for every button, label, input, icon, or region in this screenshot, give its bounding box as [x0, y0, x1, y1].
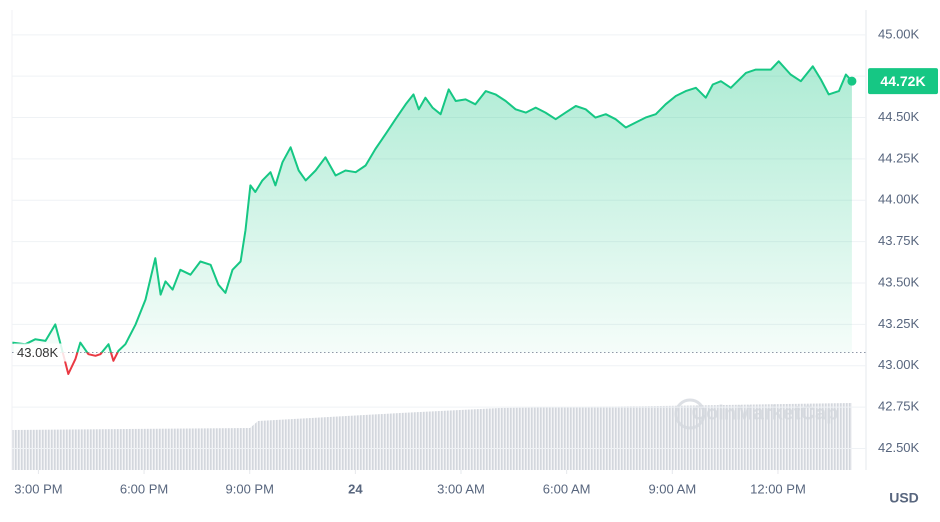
x-tick-label: 24	[348, 481, 363, 496]
baseline-label-bg	[14, 343, 66, 362]
price-tag-label: 44.72K	[880, 73, 925, 89]
watermark-logo	[674, 398, 706, 430]
y-tick-label: 43.75K	[878, 233, 920, 248]
x-tick-label: 6:00 AM	[543, 481, 591, 496]
baseline-label: 43.08K	[17, 345, 59, 360]
y-tick-label: 42.75K	[878, 399, 920, 414]
y-tick-label: 45.00K	[878, 26, 920, 41]
x-tick-label: 12:00 PM	[750, 481, 806, 496]
watermark: CoinMarketCap	[692, 402, 839, 424]
y-tick-label: 44.00K	[878, 192, 920, 207]
volume-bars	[12, 403, 852, 470]
x-tick-label: 3:00 AM	[437, 481, 485, 496]
x-tick-label: 9:00 PM	[226, 481, 274, 496]
last-point	[847, 76, 857, 86]
y-tick-label: 42.50K	[878, 440, 920, 455]
price-tag	[868, 68, 938, 95]
currency-label: USD	[889, 490, 919, 506]
price-area	[12, 61, 852, 353]
x-tick-label: 3:00 PM	[14, 481, 62, 496]
x-tick-label: 9:00 AM	[648, 481, 696, 496]
x-tick-label: 6:00 PM	[120, 481, 168, 496]
y-tick-label: 44.25K	[878, 150, 920, 165]
y-tick-label: 44.50K	[878, 109, 920, 124]
y-tick-label: 43.00K	[878, 357, 920, 372]
y-tick-label: 43.50K	[878, 274, 920, 289]
price-line-up	[12, 60, 853, 353]
y-tick-label: 43.25K	[878, 316, 920, 331]
